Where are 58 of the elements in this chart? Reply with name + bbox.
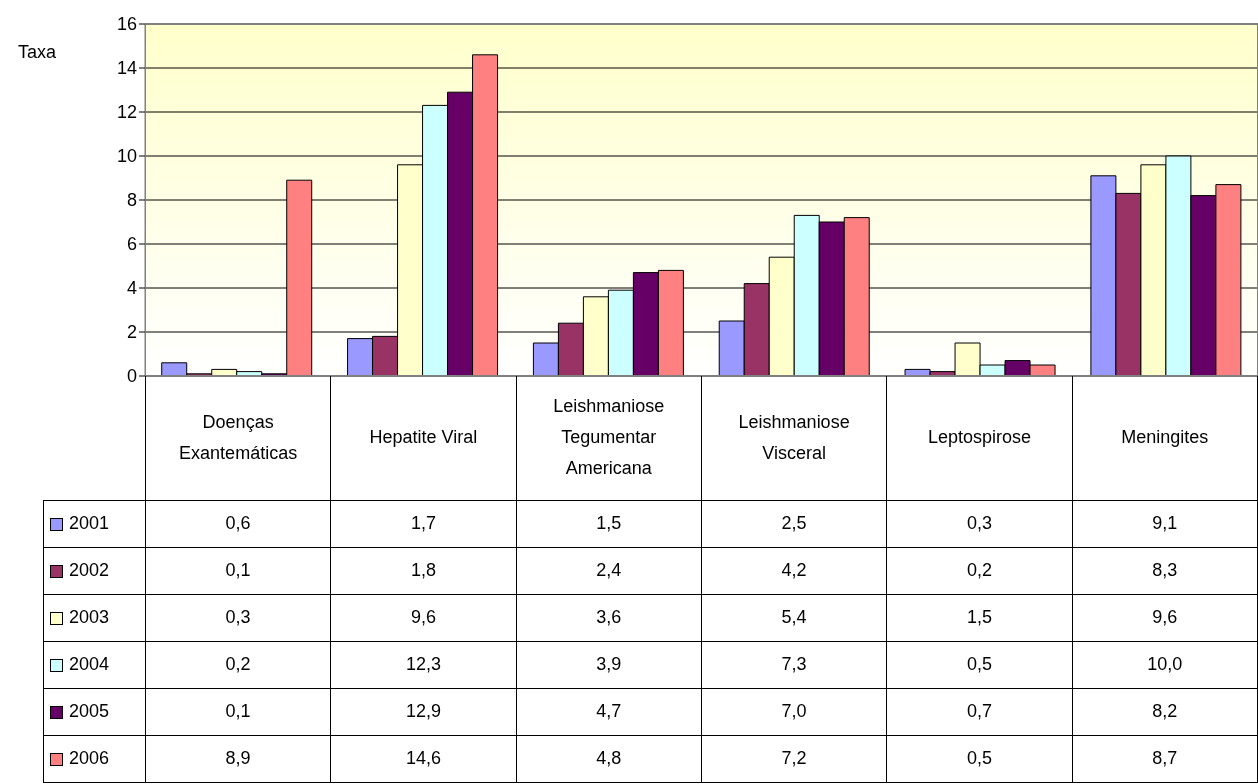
data-label: 0,7 xyxy=(886,688,1073,735)
legend-label: 2005 xyxy=(69,701,110,721)
data-label: 2,5 xyxy=(701,500,887,547)
data-label: 3,9 xyxy=(516,641,702,688)
data-label: 0,2 xyxy=(145,641,331,688)
data-label: 5,4 xyxy=(701,594,887,641)
data-label: 7,3 xyxy=(701,641,887,688)
data-label: 8,3 xyxy=(1072,547,1258,594)
data-label: 4,2 xyxy=(701,547,887,594)
data-label: 1,8 xyxy=(330,547,517,594)
y-tick-label: 10 xyxy=(116,146,137,167)
x-tick-label: Leptospirose xyxy=(886,376,1073,500)
y-tick-label: 6 xyxy=(126,234,137,255)
y-axis-title: Taxa xyxy=(18,42,57,63)
x-tick-label: Meningites xyxy=(1072,376,1258,500)
data-label: 7,2 xyxy=(701,735,887,782)
legend-label: 2003 xyxy=(69,607,110,627)
y-tick-label: 4 xyxy=(126,278,137,299)
data-label: 8,2 xyxy=(1072,688,1258,735)
data-label: 10,0 xyxy=(1072,641,1258,688)
data-label: 4,8 xyxy=(516,735,702,782)
data-label: 12,9 xyxy=(330,688,517,735)
legend-label: 2006 xyxy=(69,748,110,768)
data-label: 0,3 xyxy=(886,500,1073,547)
data-label: 0,1 xyxy=(145,688,331,735)
x-tick-label: Leishmaniose Visceral xyxy=(701,376,887,500)
legend-label: 2004 xyxy=(69,654,110,674)
data-label: 0,5 xyxy=(886,641,1073,688)
legend-label: 2002 xyxy=(69,560,110,580)
y-tick-label: 12 xyxy=(116,102,137,123)
data-label: 1,5 xyxy=(516,500,702,547)
data-label: 9,6 xyxy=(1072,594,1258,641)
data-label: 14,6 xyxy=(330,735,517,782)
y-tick-label: 16 xyxy=(116,14,137,35)
data-label: 4,7 xyxy=(516,688,702,735)
data-label: 3,6 xyxy=(516,594,702,641)
y-tick-label: 2 xyxy=(126,322,137,343)
data-label: 0,6 xyxy=(145,500,331,547)
x-tick-label: Leishmaniose Tegumentar Americana xyxy=(516,376,702,500)
data-label: 9,6 xyxy=(330,594,517,641)
x-tick-label: Hepatite Viral xyxy=(330,376,517,500)
y-tick-label: 0 xyxy=(126,366,137,387)
y-tick-label: 14 xyxy=(116,58,137,79)
data-label: 8,9 xyxy=(145,735,331,782)
data-label: 0,5 xyxy=(886,735,1073,782)
x-tick-label: Doenças Exantemáticas xyxy=(145,376,331,500)
data-label: 0,3 xyxy=(145,594,331,641)
legend-label: 2001 xyxy=(69,513,110,533)
data-label: 0,1 xyxy=(145,547,331,594)
data-label: 12,3 xyxy=(330,641,517,688)
data-label: 1,5 xyxy=(886,594,1073,641)
data-label: 1,7 xyxy=(330,500,517,547)
data-label: 7,0 xyxy=(701,688,887,735)
data-label: 8,7 xyxy=(1072,735,1258,782)
data-label: 9,1 xyxy=(1072,500,1258,547)
data-label: 0,2 xyxy=(886,547,1073,594)
y-tick-label: 8 xyxy=(126,190,137,211)
data-label: 2,4 xyxy=(516,547,702,594)
